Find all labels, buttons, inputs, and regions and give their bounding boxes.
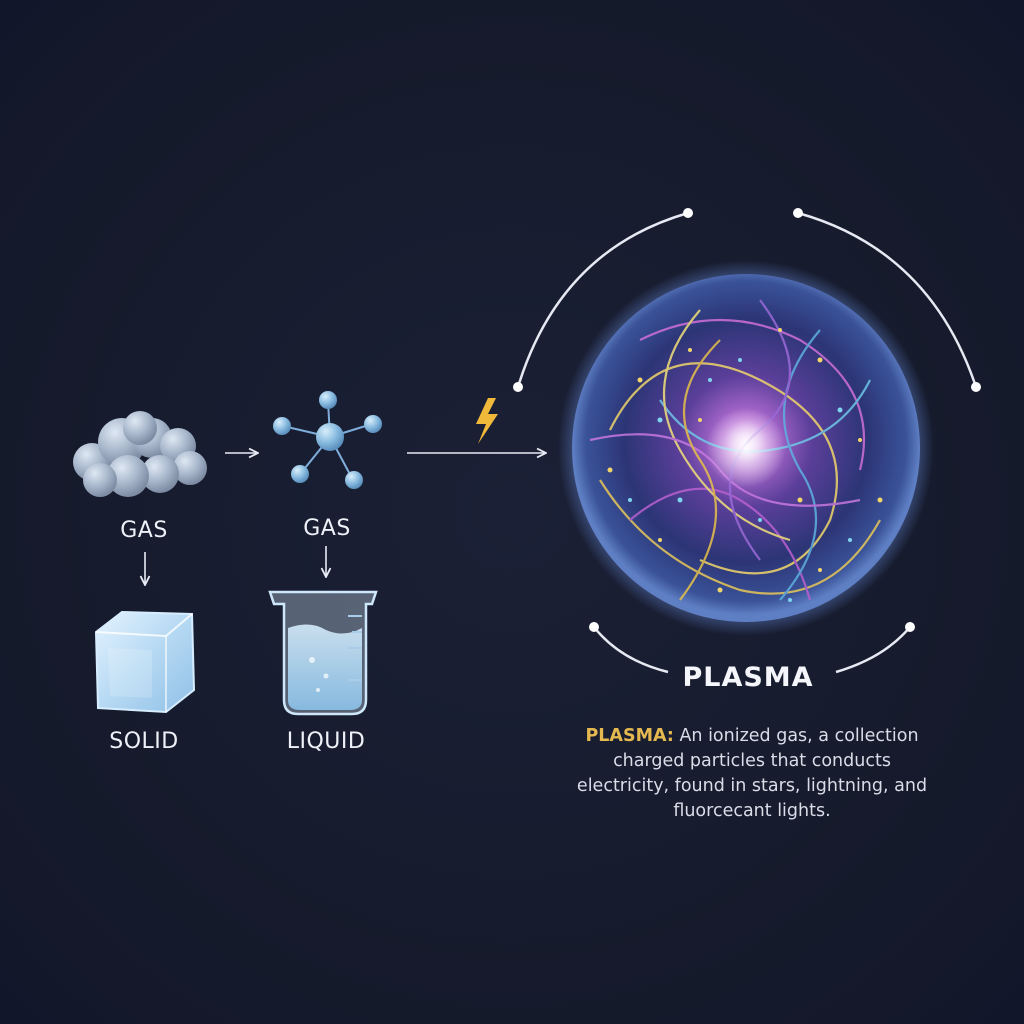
beaker-icon	[268, 590, 378, 716]
cloud-icon	[73, 411, 207, 497]
description-line-4: fluorcecant lights.	[673, 801, 831, 821]
description-line-2: charged particles that conducts	[613, 751, 891, 771]
orbit-nodes	[513, 208, 981, 632]
lightning-icon	[476, 398, 498, 444]
label-gas-left: GAS	[120, 518, 168, 543]
plasma-sphere-icon	[558, 260, 934, 636]
plasma-description: PLASMA: An ionized gas, a collection cha…	[572, 724, 932, 824]
description-line-1: An ionized gas, a collection	[679, 726, 919, 746]
label-plasma: PLASMA	[682, 662, 814, 693]
label-liquid: LIQUID	[286, 729, 366, 754]
label-gas-middle: GAS	[303, 516, 351, 541]
molecule-icon	[273, 391, 382, 489]
description-line-3: electricity, found in stars, lightning, …	[576, 776, 928, 796]
label-solid: SOLID	[109, 729, 179, 754]
ice-cube-icon	[94, 610, 196, 714]
description-term: PLASMA:	[585, 726, 674, 746]
orbit-arcs	[516, 211, 978, 674]
